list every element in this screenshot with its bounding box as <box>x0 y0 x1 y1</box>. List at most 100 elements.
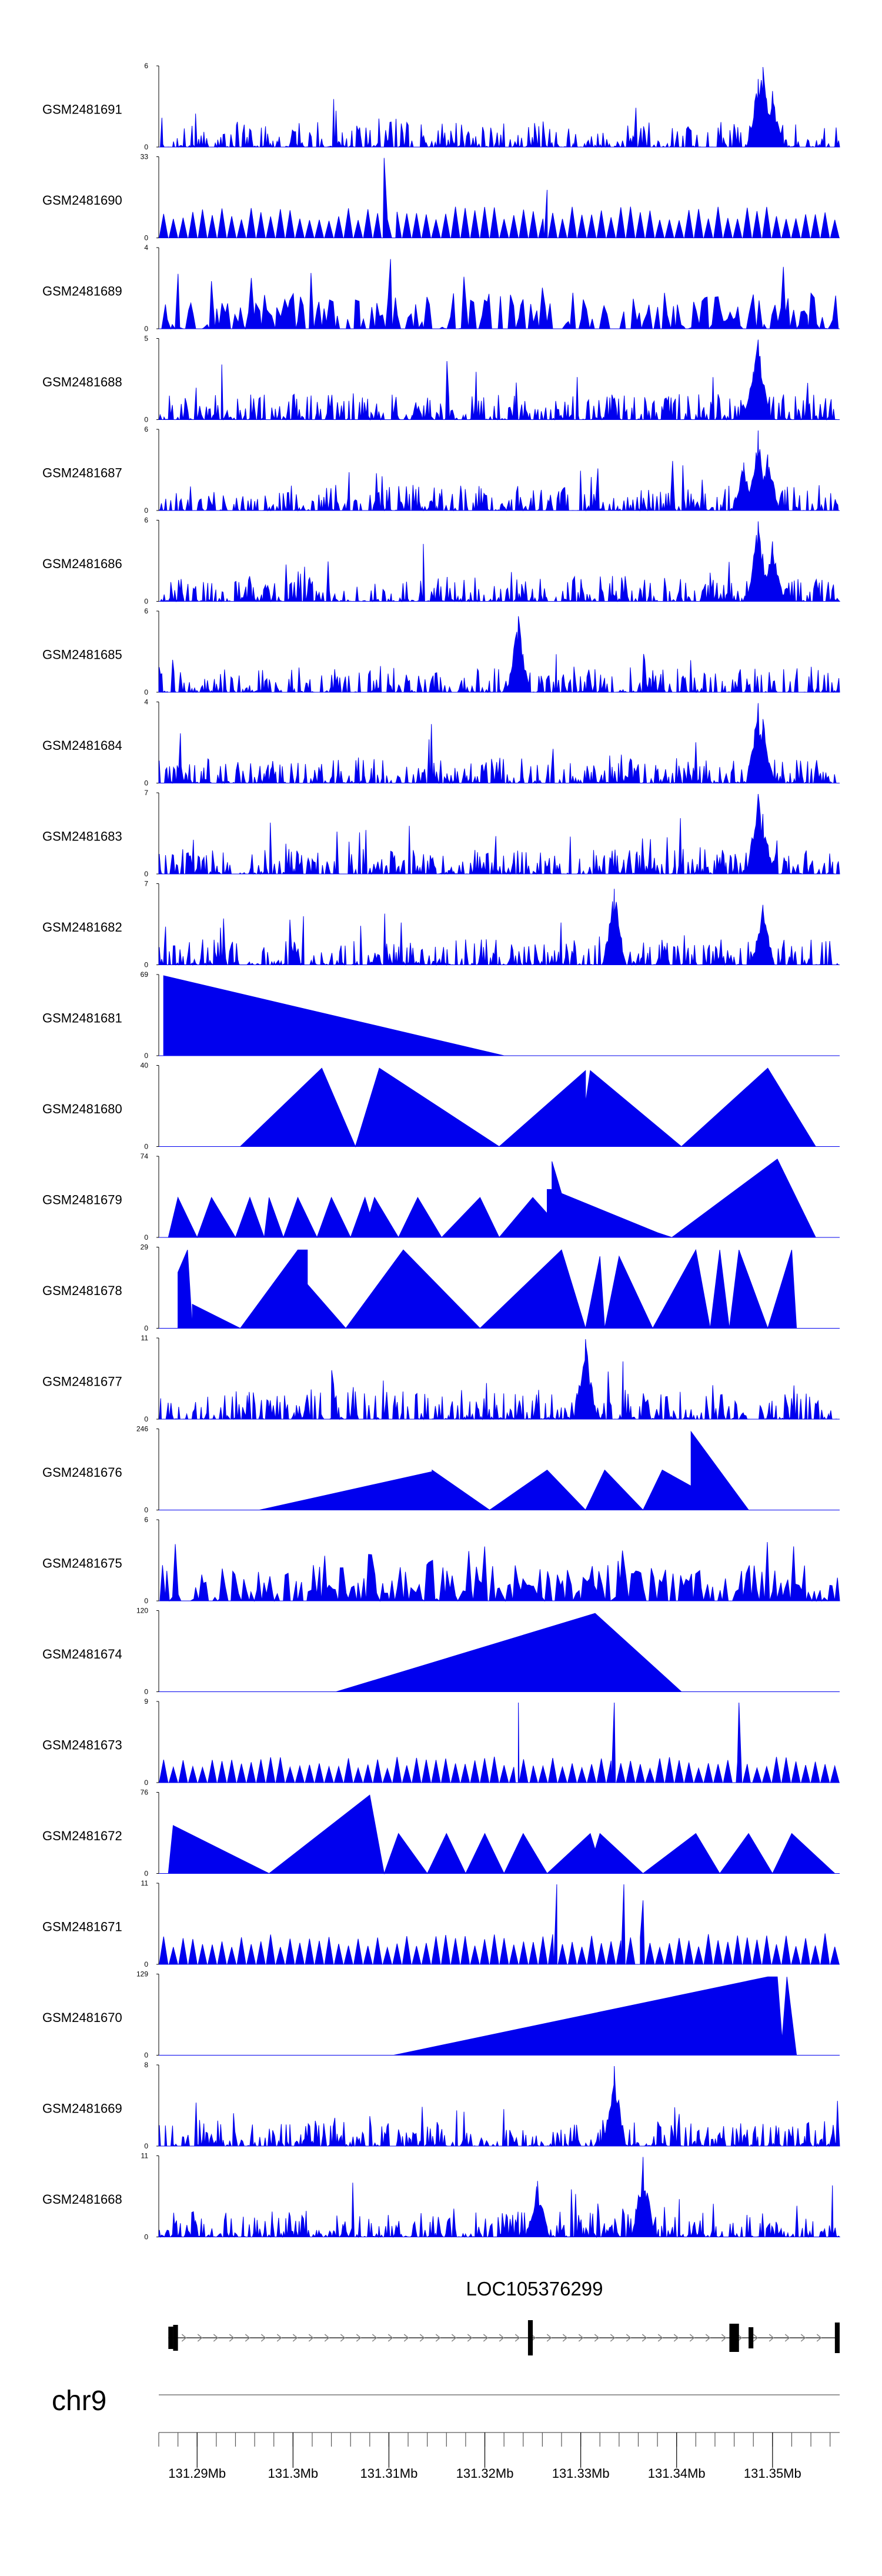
track-label: GSM2481683 <box>42 829 122 844</box>
strand-arrow <box>356 2334 362 2342</box>
strand-arrow <box>562 2334 568 2342</box>
strand-arrow <box>721 2334 727 2342</box>
y-max-label: 4 <box>144 698 148 706</box>
y-max-label: 6 <box>144 516 148 525</box>
x-tick-label: 131.29Mb <box>168 2466 226 2481</box>
y-min-label: 0 <box>144 779 148 788</box>
x-tick-label: 131.35Mb <box>744 2466 801 2481</box>
strand-arrow <box>229 2334 235 2342</box>
y-min-label: 0 <box>144 961 148 969</box>
strand-arrow <box>276 2334 282 2342</box>
track-label: GSM2481671 <box>42 1920 122 1934</box>
strand-arrow <box>197 2334 203 2342</box>
coverage-area <box>159 1339 840 1420</box>
gene-exon <box>834 2323 840 2353</box>
strand-arrow <box>419 2334 425 2342</box>
coverage-area <box>158 703 840 785</box>
strand-arrow <box>610 2334 616 2342</box>
track-label: GSM2481674 <box>42 1647 122 1661</box>
coverage-area <box>159 259 840 330</box>
gene-label: LOC105376299 <box>466 2278 603 2300</box>
y-max-label: 7 <box>144 880 148 888</box>
y-min-label: 0 <box>144 1233 148 1242</box>
y-min-label: 0 <box>144 870 148 878</box>
strand-arrow <box>705 2334 711 2342</box>
y-min-label: 0 <box>144 1870 148 1878</box>
strand-arrow <box>372 2334 377 2342</box>
y-min-label: 0 <box>144 1415 148 1423</box>
y-max-label: 7 <box>144 789 148 797</box>
track-label: GSM2481689 <box>42 284 122 299</box>
gene-exon <box>729 2324 739 2352</box>
strand-arrow <box>435 2334 441 2342</box>
gene-exon <box>168 2327 173 2349</box>
y-max-label: 6 <box>144 1516 148 1524</box>
coverage-area <box>178 1249 797 1330</box>
y-min-label: 0 <box>144 1778 148 1787</box>
track-label: GSM2481668 <box>42 2192 122 2207</box>
y-min-label: 0 <box>144 2051 148 2060</box>
track-label: GSM2481672 <box>42 1828 122 1843</box>
coverage-area <box>158 2066 840 2147</box>
strand-arrow <box>578 2334 584 2342</box>
strand-arrow <box>499 2334 505 2342</box>
coverage-area <box>159 1884 840 1965</box>
strand-arrow <box>626 2334 632 2342</box>
x-tick-label: 131.34Mb <box>648 2466 706 2481</box>
track-label: GSM2481687 <box>42 466 122 481</box>
coverage-area <box>158 793 840 875</box>
y-max-label: 29 <box>141 1243 149 1252</box>
strand-arrow <box>800 2334 806 2342</box>
coverage-area <box>168 1158 817 1239</box>
strand-arrow <box>260 2334 266 2342</box>
track-label: GSM2481670 <box>42 2010 122 2025</box>
y-min-label: 0 <box>144 598 148 606</box>
y-max-label: 5 <box>144 335 148 343</box>
y-max-label: 69 <box>141 970 149 979</box>
track-label: GSM2481679 <box>42 1193 122 1207</box>
strand-arrow <box>213 2334 219 2342</box>
y-min-label: 0 <box>144 2142 148 2150</box>
x-tick-label: 131.32Mb <box>456 2466 514 2481</box>
track-label: GSM2481681 <box>42 1011 122 1026</box>
y-min-label: 0 <box>144 325 148 333</box>
coverage-area <box>168 1794 836 1875</box>
track-label: GSM2481680 <box>42 1102 122 1116</box>
y-max-label: 4 <box>144 243 148 252</box>
strand-arrow <box>657 2334 663 2342</box>
y-min-label: 0 <box>144 234 148 242</box>
track-label: GSM2481673 <box>42 1738 122 1753</box>
coverage-area <box>159 158 840 238</box>
strand-arrow <box>784 2334 790 2342</box>
y-max-label: 9 <box>144 1697 148 1706</box>
track-label: GSM2481678 <box>42 1283 122 1298</box>
coverage-area <box>336 1613 683 1692</box>
x-tick-label: 131.31Mb <box>360 2466 418 2481</box>
coverage-area <box>159 1541 840 1602</box>
strand-arrow <box>689 2334 695 2342</box>
coverage-area <box>158 430 840 512</box>
track-label: GSM2481669 <box>42 2101 122 2116</box>
track-label: GSM2481685 <box>42 648 122 662</box>
y-min-label: 0 <box>144 2233 148 2241</box>
strand-arrow <box>594 2334 600 2342</box>
x-tick-label: 131.33Mb <box>552 2466 610 2481</box>
track-label: GSM2481682 <box>42 920 122 935</box>
y-min-label: 0 <box>144 506 148 515</box>
coverage-area <box>159 1702 840 1783</box>
y-max-label: 74 <box>141 1152 149 1160</box>
strand-arrow <box>483 2334 489 2342</box>
y-min-label: 0 <box>144 416 148 424</box>
track-label: GSM2481676 <box>42 1465 122 1480</box>
y-min-label: 0 <box>144 1052 148 1060</box>
coverage-area <box>158 339 840 421</box>
track-label: GSM2481684 <box>42 738 122 753</box>
strand-arrow <box>514 2334 520 2342</box>
coverage-area <box>259 1430 750 1511</box>
gene-exon <box>749 2327 754 2348</box>
gene-exon <box>173 2325 178 2351</box>
y-max-label: 11 <box>141 1334 149 1342</box>
coverage-area <box>159 521 841 603</box>
coverage-area <box>158 889 840 966</box>
